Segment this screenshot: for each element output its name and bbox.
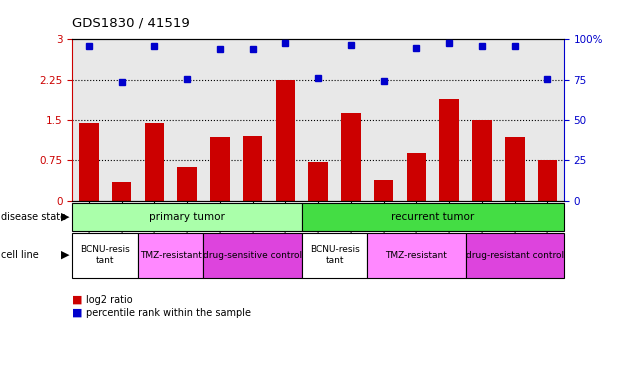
Text: GDS1830 / 41519: GDS1830 / 41519 (72, 17, 190, 30)
Text: TMZ-resistant: TMZ-resistant (386, 251, 447, 260)
Text: cell line: cell line (1, 250, 38, 260)
Text: ■: ■ (72, 308, 83, 318)
Text: log2 ratio: log2 ratio (86, 295, 133, 305)
Bar (472, 120, 492, 201)
Bar (308, 162, 328, 201)
Bar (505, 137, 525, 201)
Bar (439, 99, 459, 201)
Bar (367, 232, 466, 278)
Text: drug-sensitive control: drug-sensitive control (203, 251, 302, 260)
Bar (203, 232, 302, 278)
Bar (466, 232, 564, 278)
Text: ▶: ▶ (61, 250, 69, 260)
Bar (302, 232, 367, 278)
Text: BCNU-resis
tant: BCNU-resis tant (310, 245, 359, 265)
Bar (72, 232, 138, 278)
Bar (112, 182, 132, 201)
Text: BCNU-resis
tant: BCNU-resis tant (81, 245, 130, 265)
Bar (210, 137, 230, 201)
Bar (341, 113, 361, 201)
Text: TMZ-resistant: TMZ-resistant (140, 251, 202, 260)
Text: recurrent tumor: recurrent tumor (391, 211, 474, 222)
Text: disease state: disease state (1, 211, 66, 222)
Text: primary tumor: primary tumor (149, 211, 225, 222)
Bar (275, 80, 295, 201)
Bar (177, 167, 197, 201)
Text: ■: ■ (72, 295, 83, 305)
Bar (243, 136, 263, 201)
Text: percentile rank within the sample: percentile rank within the sample (86, 308, 251, 318)
Text: drug-resistant control: drug-resistant control (466, 251, 564, 260)
Bar (144, 123, 164, 201)
Bar (72, 202, 302, 231)
Bar (138, 232, 203, 278)
Text: ▶: ▶ (61, 211, 69, 222)
Bar (302, 202, 564, 231)
Bar (406, 153, 427, 201)
Bar (537, 160, 558, 201)
Bar (79, 123, 99, 201)
Bar (374, 180, 394, 201)
